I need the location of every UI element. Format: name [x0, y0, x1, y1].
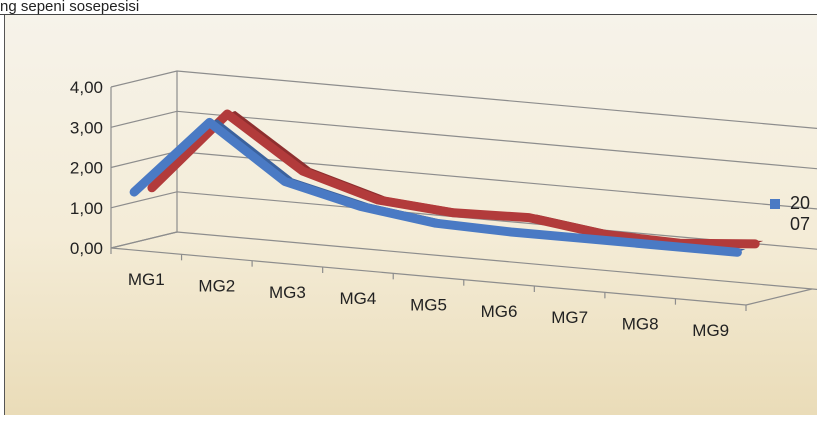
x-tick-label: MG8 — [622, 315, 659, 334]
y-tick-label: 0,00 — [70, 239, 103, 258]
x-tick-label: MG9 — [692, 321, 729, 340]
legend-swatch-series-1 — [770, 198, 780, 209]
y-tick-label: 3,00 — [70, 118, 103, 137]
x-tick-label: MG2 — [198, 277, 235, 296]
y-tick-label: 4,00 — [70, 78, 103, 97]
gridline-2 — [110, 150, 817, 210]
chart-legend: 20 07 — [770, 193, 810, 235]
x-tick-label: MG4 — [340, 289, 377, 308]
x-tick-label: MG1 — [128, 270, 165, 289]
top-caption: ng sepeni sosepesisi — [0, 0, 140, 15]
y-tick-label: 1,00 — [70, 199, 103, 218]
x-tick-label: MG7 — [551, 308, 588, 327]
floor-front-edge — [110, 247, 747, 306]
top-divider — [0, 14, 817, 15]
legend-label-series-1: 20 — [790, 193, 811, 213]
chart-area: 0,00 1,00 2,00 3,00 4,00 MG1 MG2 MG3 MG4 MG5 MG6 MG… — [4, 15, 817, 415]
legend-item-series-1: 20 — [770, 193, 810, 214]
series-1-line — [129, 117, 742, 257]
legend-item-series-2: 07 — [770, 214, 810, 235]
line-chart: 0,00 1,00 2,00 3,00 4,00 MG1 MG2 MG3 MG4 MG5 MG6 MG… — [70, 70, 817, 340]
floor-right-edge — [745, 288, 813, 306]
x-tick-label: MG5 — [410, 296, 447, 315]
legend-label-series-2: 07 — [790, 214, 811, 234]
y-tick-label: 2,00 — [70, 159, 103, 178]
x-tick-label: MG6 — [481, 302, 518, 321]
x-tick-label: MG3 — [269, 283, 306, 302]
